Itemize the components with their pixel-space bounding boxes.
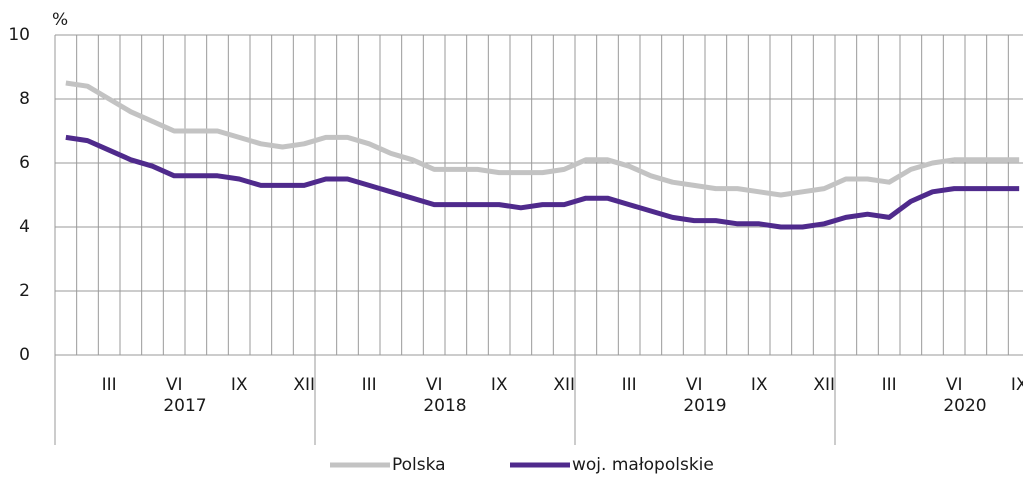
y-tick-label: 0: [19, 345, 30, 365]
x-tick-label: VI: [946, 375, 963, 395]
x-tick-label: III: [882, 375, 897, 395]
x-tick-label: XII: [553, 375, 575, 395]
y-tick-label: 10: [8, 25, 30, 45]
year-label: 2017: [163, 396, 206, 416]
y-tick-label: 6: [19, 153, 30, 173]
y-tick-label: 4: [19, 217, 30, 237]
year-label: 2020: [943, 396, 986, 416]
x-tick-label: III: [362, 375, 377, 395]
series-line: [65, 80, 1020, 198]
x-tick-label: III: [102, 375, 117, 395]
legend-label: woj. małopolskie: [572, 455, 714, 475]
year-label: 2019: [683, 396, 726, 416]
x-tick-label: XII: [813, 375, 835, 395]
x-tick-label: VI: [686, 375, 703, 395]
y-tick-label: 2: [19, 281, 30, 301]
x-tick-label: VI: [426, 375, 443, 395]
legend-label: Polska: [392, 455, 446, 475]
x-tick-label: III: [622, 375, 637, 395]
y-tick-label: 8: [19, 89, 30, 109]
x-tick-label: IX: [751, 375, 768, 395]
y-axis-label: %: [52, 10, 68, 30]
x-tick-label: XII: [293, 375, 315, 395]
x-tick-label: IX: [491, 375, 508, 395]
series-line: [65, 134, 1020, 230]
year-label: 2018: [423, 396, 466, 416]
x-tick-label: IX: [231, 375, 248, 395]
x-tick-label: VI: [166, 375, 183, 395]
x-tick-label: IX: [1011, 375, 1023, 395]
